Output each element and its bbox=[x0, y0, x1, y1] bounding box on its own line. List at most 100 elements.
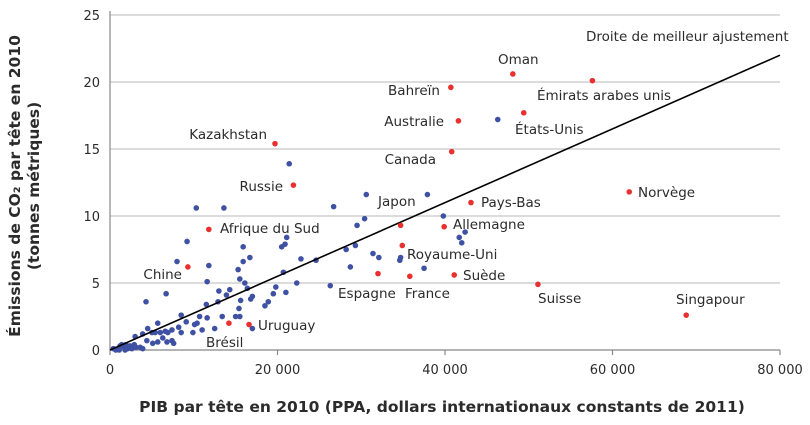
country-label: Espagne bbox=[338, 286, 396, 302]
country-label: États-Unis bbox=[515, 121, 584, 138]
axes bbox=[109, 11, 781, 355]
other-countries-points bbox=[110, 116, 501, 353]
x-tick-label: 80 000 bbox=[757, 363, 803, 378]
data-point bbox=[154, 320, 161, 327]
data-point bbox=[232, 313, 239, 320]
country-label: Afrique du Sud bbox=[220, 221, 320, 237]
data-point bbox=[283, 234, 290, 241]
x-tick-label: 40 000 bbox=[422, 363, 468, 378]
country-label: Australie bbox=[384, 114, 444, 130]
data-point bbox=[343, 246, 349, 253]
data-point bbox=[204, 315, 210, 321]
data-point bbox=[240, 258, 246, 265]
country-label: Brésil bbox=[206, 335, 243, 351]
data-point bbox=[206, 262, 212, 269]
data-point bbox=[376, 254, 382, 261]
data-point bbox=[196, 313, 203, 320]
data-point bbox=[347, 264, 354, 270]
country-label: Suède bbox=[463, 268, 505, 284]
data-point-highlighted bbox=[535, 281, 541, 288]
data-point-highlighted bbox=[451, 272, 458, 278]
data-point bbox=[194, 320, 200, 327]
data-point bbox=[354, 222, 360, 229]
data-point bbox=[298, 256, 304, 262]
data-point bbox=[293, 280, 300, 286]
x-axis-title: PIB par tête en 2010 (PPA, dollars inter… bbox=[139, 398, 745, 416]
data-point bbox=[149, 340, 156, 347]
x-tick-label: 20 000 bbox=[255, 363, 301, 378]
data-point bbox=[440, 213, 447, 219]
data-point-highlighted bbox=[206, 226, 212, 233]
gridlines bbox=[110, 14, 780, 284]
data-point bbox=[283, 289, 289, 296]
data-point-highlighted bbox=[226, 320, 232, 327]
data-point bbox=[265, 298, 272, 305]
y-tick-label: 10 bbox=[83, 210, 100, 225]
data-point bbox=[144, 325, 151, 332]
country-label: Suisse bbox=[538, 291, 581, 307]
country-label: Norvège bbox=[638, 185, 695, 201]
data-point bbox=[327, 282, 334, 289]
data-point bbox=[462, 229, 468, 235]
data-point bbox=[203, 301, 210, 308]
data-point bbox=[163, 290, 169, 297]
data-point bbox=[456, 234, 463, 241]
data-point bbox=[236, 305, 242, 312]
data-point-highlighted bbox=[510, 71, 516, 77]
data-point bbox=[237, 297, 244, 304]
data-point bbox=[424, 191, 431, 198]
trend-line bbox=[109, 54, 781, 351]
data-point bbox=[221, 205, 227, 211]
data-point-highlighted bbox=[397, 222, 404, 229]
data-point bbox=[169, 327, 175, 333]
data-point bbox=[164, 339, 170, 345]
data-point bbox=[237, 313, 243, 320]
data-point-highlighted bbox=[407, 273, 413, 280]
data-point bbox=[133, 344, 139, 351]
data-point bbox=[204, 278, 210, 285]
data-point bbox=[116, 347, 123, 353]
y-tick-label: 0 bbox=[92, 344, 100, 359]
country-label: Oman bbox=[498, 52, 539, 68]
trend-line-label: Droite de meilleur ajustement bbox=[586, 29, 789, 45]
highlighted-countries-points bbox=[185, 71, 689, 328]
data-point-highlighted bbox=[448, 148, 455, 155]
country-label: Singapour bbox=[676, 292, 745, 308]
data-point-highlighted bbox=[375, 270, 381, 277]
data-point bbox=[175, 324, 182, 331]
x-tick-label: 0 bbox=[106, 363, 114, 378]
data-point bbox=[286, 160, 293, 167]
country-labels: Oman Émirats arabes unis Bahreïn Australie É… bbox=[143, 52, 745, 351]
data-point bbox=[421, 265, 427, 272]
data-point-highlighted bbox=[468, 199, 474, 206]
data-point bbox=[216, 288, 222, 294]
data-point bbox=[240, 244, 246, 250]
data-point-highlighted bbox=[399, 242, 406, 249]
data-point-highlighted bbox=[448, 84, 454, 91]
data-point bbox=[242, 280, 248, 286]
data-point bbox=[139, 345, 146, 352]
data-point bbox=[262, 302, 268, 309]
data-point bbox=[164, 329, 171, 336]
x-tick-label: 60 000 bbox=[590, 363, 636, 378]
data-point-highlighted bbox=[185, 264, 191, 270]
country-label: Japon bbox=[377, 194, 416, 210]
country-label: Kazakhstan bbox=[189, 127, 267, 143]
data-point-highlighted bbox=[455, 118, 462, 124]
data-point bbox=[143, 298, 149, 305]
data-point bbox=[159, 335, 166, 341]
country-label: Émirats arabes unis bbox=[537, 87, 671, 104]
data-point bbox=[278, 244, 285, 250]
country-label: Pays-Bas bbox=[481, 195, 541, 211]
data-point-highlighted bbox=[589, 77, 596, 84]
data-point bbox=[273, 284, 279, 290]
data-point bbox=[223, 292, 230, 298]
y-tick-label: 15 bbox=[83, 143, 100, 158]
data-point bbox=[352, 242, 359, 249]
data-point bbox=[183, 319, 190, 325]
data-point bbox=[330, 203, 337, 210]
data-point bbox=[396, 257, 403, 264]
country-label: Chine bbox=[143, 267, 182, 283]
y-tick-label: 20 bbox=[83, 76, 100, 91]
country-label: Allemagne bbox=[453, 217, 525, 233]
